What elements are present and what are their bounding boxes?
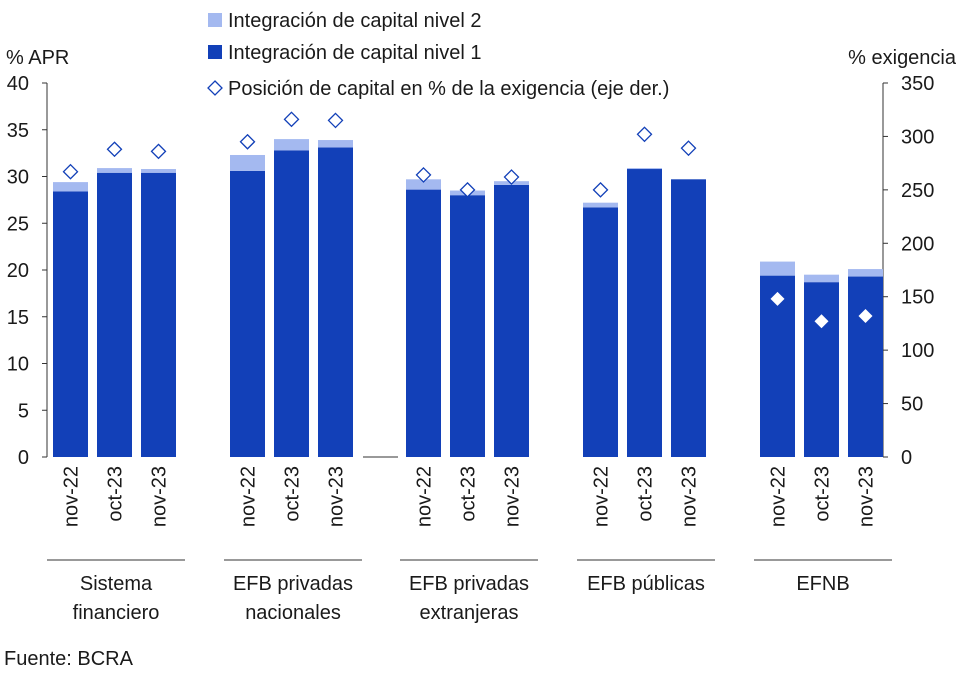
category-label: nov-23	[326, 466, 348, 527]
right-tick-label: 50	[901, 394, 923, 416]
group-label: financiero	[73, 602, 160, 624]
marker-posicion	[239, 133, 256, 150]
marker-posicion	[62, 163, 79, 180]
legend-swatch	[208, 45, 222, 59]
category-label: oct-23	[635, 466, 657, 522]
category-label: nov-23	[149, 466, 171, 527]
marker-posicion	[415, 166, 432, 183]
source-note: Fuente: BCRA	[4, 648, 133, 670]
left-tick-label: 20	[7, 260, 29, 282]
legend-label: Integración de capital nivel 1	[228, 42, 482, 64]
bar-nivel2	[53, 182, 88, 192]
category-label: nov-22	[768, 466, 790, 527]
bar-nivel1	[97, 172, 132, 457]
right-tick-label: 150	[901, 287, 934, 309]
bar-nivel1	[494, 184, 529, 458]
right-axis-title: % exigencia	[848, 47, 957, 69]
category-label: oct-23	[458, 466, 480, 522]
category-label: nov-22	[414, 466, 436, 527]
category-label: nov-22	[591, 466, 613, 527]
left-tick-label: 5	[18, 400, 29, 422]
right-tick-label: 350	[901, 73, 934, 95]
bar-nivel1	[627, 169, 662, 457]
category-label: oct-23	[812, 466, 834, 522]
right-tick-label: 200	[901, 233, 934, 255]
legend-label: Posición de capital en % de la exigencia…	[228, 78, 669, 100]
bar-nivel1	[53, 191, 88, 457]
bar-nivel2	[141, 169, 176, 173]
left-tick-label: 25	[7, 213, 29, 235]
marker-posicion	[150, 143, 167, 160]
bar-nivel2	[274, 139, 309, 151]
left-tick-label: 10	[7, 354, 29, 376]
bar-nivel2	[583, 202, 618, 208]
right-tick-label: 300	[901, 126, 934, 148]
bar-nivel2	[97, 168, 132, 173]
group-label: EFB privadas	[233, 573, 353, 595]
left-tick-label: 15	[7, 307, 29, 329]
left-tick-label: 35	[7, 120, 29, 142]
bar-nivel1	[671, 179, 706, 457]
group-label: EFNB	[796, 573, 849, 595]
marker-posicion	[106, 141, 123, 158]
bar-nivel1	[583, 207, 618, 457]
bar-nivel2	[230, 154, 265, 171]
bar-nivel1	[406, 189, 441, 457]
group-label: Sistema	[80, 573, 153, 595]
legend-swatch	[208, 13, 222, 27]
left-tick-label: 0	[18, 447, 29, 469]
marker-posicion	[814, 314, 829, 329]
marker-posicion	[770, 291, 785, 306]
right-tick-label: 250	[901, 180, 934, 202]
category-label: oct-23	[282, 466, 304, 522]
category-label: nov-23	[679, 466, 701, 527]
group-label: EFB públicas	[587, 573, 705, 595]
bar-nivel2	[406, 179, 441, 190]
left-tick-label: 30	[7, 167, 29, 189]
bar-nivel1	[848, 276, 883, 457]
bar-nivel2	[318, 140, 353, 148]
marker-posicion	[459, 181, 476, 198]
marker-posicion	[858, 308, 873, 323]
bar-nivel2	[760, 261, 795, 276]
bar-nivel1	[141, 172, 176, 457]
left-axis-title: % APR	[6, 47, 69, 69]
category-label: nov-22	[238, 466, 260, 527]
bar-nivel1	[450, 195, 485, 457]
marker-posicion	[680, 140, 697, 157]
category-label: oct-23	[105, 466, 127, 522]
marker-posicion	[592, 181, 609, 198]
left-tick-label: 40	[7, 73, 29, 95]
bar-nivel2	[804, 274, 839, 283]
category-label: nov-23	[856, 466, 878, 527]
bar-nivel1	[274, 150, 309, 457]
group-label: nacionales	[245, 602, 341, 624]
category-label: nov-22	[61, 466, 83, 527]
legend-diamond	[207, 80, 223, 96]
right-tick-label: 100	[901, 340, 934, 362]
group-label: extranjeras	[420, 602, 519, 624]
category-label: nov-23	[502, 466, 524, 527]
bar-nivel1	[230, 170, 265, 457]
right-tick-label: 0	[901, 447, 912, 469]
marker-posicion	[503, 169, 520, 185]
chart: 0 5 10 15 20 25 30 35 40 0 50 100 150 200 250 300 350 % A…	[6, 10, 957, 624]
legend-label: Integración de capital nivel 2	[228, 10, 482, 32]
bar-nivel1	[804, 282, 839, 457]
marker-posicion	[636, 126, 653, 143]
bar-nivel2	[627, 168, 662, 170]
group-label: EFB privadas	[409, 573, 529, 595]
bar-nivel1	[318, 147, 353, 457]
marker-posicion	[283, 111, 300, 128]
marker-posicion	[327, 112, 344, 129]
bar-nivel2	[848, 269, 883, 277]
